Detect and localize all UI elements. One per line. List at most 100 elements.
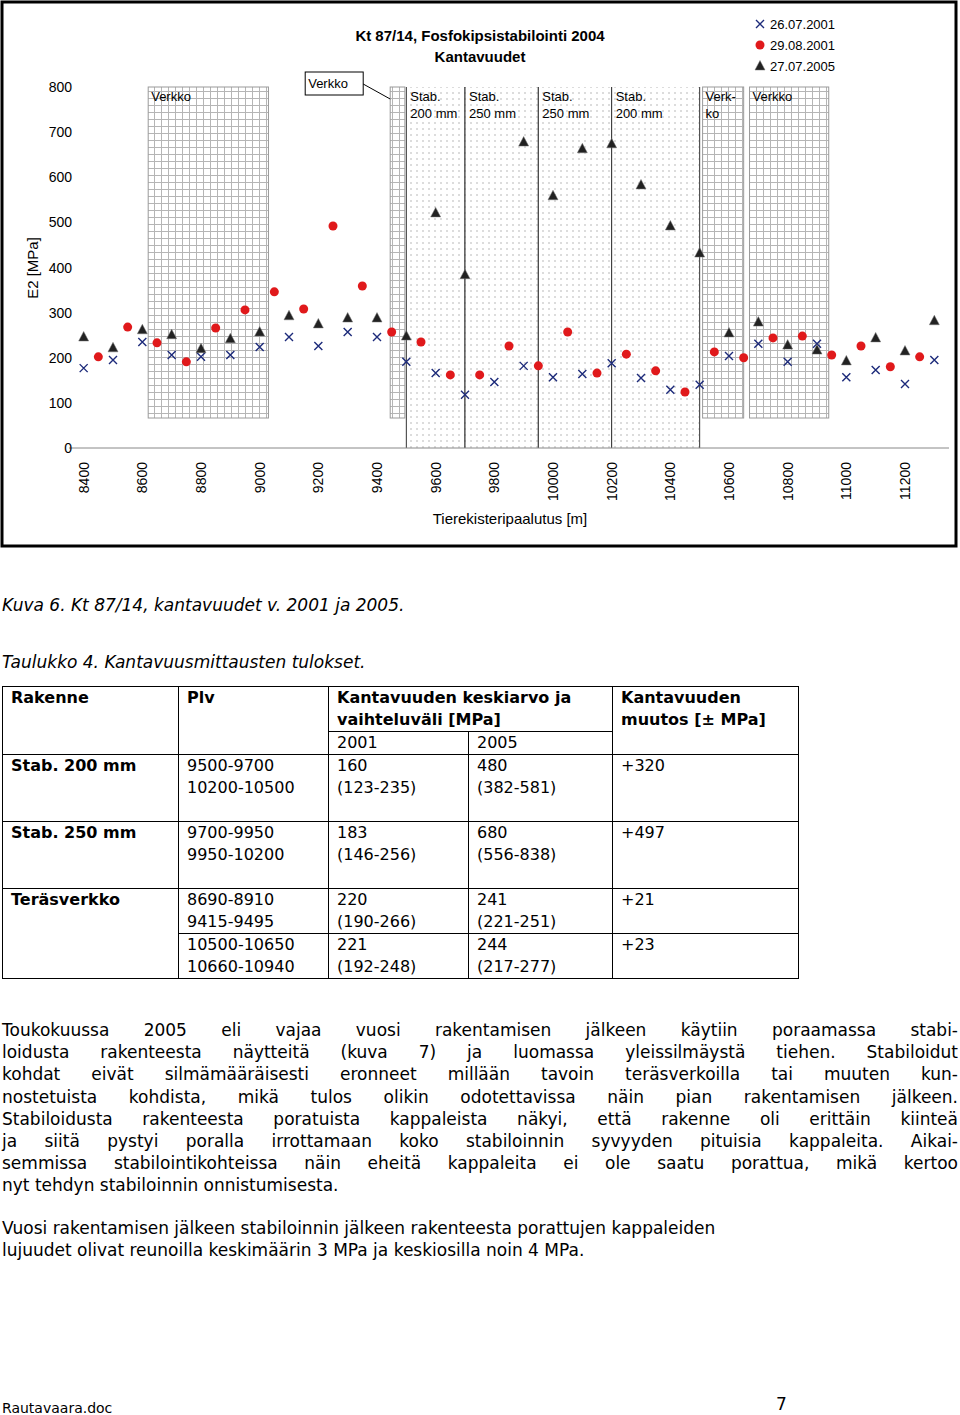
x-tick-label: 9200 <box>310 462 326 493</box>
point-triangle <box>255 327 265 337</box>
y-tick-label: 600 <box>49 169 73 185</box>
structure-cell: Stab. 250 mm <box>3 822 179 889</box>
x-tick-label: 10400 <box>662 462 678 501</box>
point-triangle <box>841 355 851 365</box>
text-line: lujuudet olivat reunoilla keskimäärin 3 … <box>2 1239 958 1261</box>
point-circle <box>756 41 765 50</box>
value-cell: 241(221-251) <box>469 889 613 934</box>
cell-line: 9500-9700 <box>187 756 274 775</box>
cell-line: 9950-10200 <box>187 845 284 864</box>
legend-label: 27.07.2005 <box>770 59 835 74</box>
point-x <box>402 358 410 366</box>
table-row: Stab. 200 mm9500-970010200-10500160(123-… <box>3 755 799 822</box>
point-x <box>461 391 469 399</box>
cell-line: 220 <box>337 890 368 909</box>
x-tick-label: 10200 <box>604 462 620 501</box>
chart-frame <box>2 2 956 546</box>
y-tick-label: 100 <box>49 395 73 411</box>
stab-region <box>406 87 465 448</box>
text-line: loidusta rakenteesta näytteitä (kuva 7) … <box>2 1041 958 1063</box>
point-triangle <box>284 310 294 320</box>
change-cell: +23 <box>613 934 799 979</box>
point-x <box>197 353 205 361</box>
point-x <box>490 378 498 386</box>
text-line: Stabiloidusta rakenteesta poratuista kap… <box>2 1108 958 1130</box>
point-x <box>608 359 616 367</box>
mesh-region <box>703 87 744 418</box>
point-triangle <box>724 327 734 337</box>
y-axis-label: E2 [MPa] <box>24 237 41 299</box>
point-circle <box>182 357 191 366</box>
text-line: ja siitä pystyi poralla irrottamaan koko… <box>2 1130 958 1152</box>
point-x <box>520 362 528 370</box>
x-tick-label: 10800 <box>780 462 796 501</box>
point-circle <box>857 342 866 351</box>
stab-region <box>538 87 611 448</box>
chart-title: Kt 87/14, Fosfokipsistabilointi 2004 <box>355 27 605 44</box>
results-table: RakennePlvKantavuuden keskiarvo javaihte… <box>2 686 799 979</box>
structure-cell: Teräsverkko <box>3 889 179 979</box>
point-x <box>373 333 381 341</box>
point-triangle <box>167 329 177 339</box>
point-triangle <box>401 331 411 341</box>
point-triangle <box>343 313 353 323</box>
point-circle <box>593 369 602 378</box>
point-x <box>872 366 880 374</box>
point-x <box>696 381 704 389</box>
point-x <box>754 340 762 348</box>
callout-leader <box>363 84 390 99</box>
text-line: kohdat eivät silmämääräisesti eronneet m… <box>2 1063 958 1085</box>
x-tick-label: 8800 <box>193 462 209 493</box>
table-row: Stab. 250 mm9700-99509950-10200183(146-2… <box>3 822 799 889</box>
cell-line: 9415-9495 <box>187 912 274 931</box>
cell-line: 183 <box>337 823 368 842</box>
point-triangle <box>607 138 617 148</box>
point-circle <box>563 328 572 337</box>
header-row: 20012005 <box>3 732 799 755</box>
point-triangle <box>577 143 587 153</box>
point-circle <box>299 305 308 314</box>
stab-region <box>465 87 538 448</box>
region-label: 200 mm <box>410 106 457 121</box>
point-circle <box>622 350 631 359</box>
point-triangle <box>196 343 206 353</box>
point-x <box>256 343 264 351</box>
point-x <box>784 358 792 366</box>
header-cell: Kantavuuden keskiarvo javaihteluväli [MP… <box>329 687 613 732</box>
point-triangle <box>519 137 529 147</box>
x-tick-label: 9400 <box>369 462 385 493</box>
point-triangle <box>753 317 763 327</box>
x-axis <box>69 448 949 449</box>
point-circle <box>358 282 367 291</box>
legend-label: 26.07.2001 <box>770 17 835 32</box>
change-cell: +320 <box>613 755 799 822</box>
stab-edge <box>538 87 539 448</box>
point-circle <box>915 352 924 361</box>
point-circle <box>446 370 455 379</box>
cell-line: (382-581) <box>477 778 556 797</box>
region-label: Verk- <box>706 89 736 104</box>
point-x <box>285 333 293 341</box>
region-label: 250 mm <box>542 106 589 121</box>
x-tick-label: 8600 <box>134 462 150 493</box>
cell-line: Kantavuuden <box>621 688 741 707</box>
text-line: semmissa stabilointikohteissa näin eheit… <box>2 1152 958 1174</box>
point-circle <box>681 388 690 397</box>
point-triangle <box>900 345 910 355</box>
structure-cell: Stab. 200 mm <box>3 755 179 822</box>
point-circle <box>211 323 220 332</box>
point-circle <box>651 366 660 375</box>
footer-file: Rautavaara.doc <box>2 1400 112 1415</box>
x-tick-label: 9600 <box>428 462 444 493</box>
cell-line: Kantavuuden keskiarvo ja <box>337 688 571 707</box>
mesh-region <box>390 87 405 418</box>
header-cell: Plv <box>179 687 329 755</box>
point-circle <box>329 221 338 230</box>
point-x <box>138 338 146 346</box>
legend-box <box>752 12 840 78</box>
year-cell: 2005 <box>469 732 613 755</box>
text-line: nyt tehdyn stabiloinnin onnistumisesta. <box>2 1174 958 1196</box>
cell-line: (221-251) <box>477 912 556 931</box>
legend: 26.07.200129.08.200127.07.2005 <box>752 12 840 78</box>
value-cell: 221(192-248) <box>329 934 469 979</box>
